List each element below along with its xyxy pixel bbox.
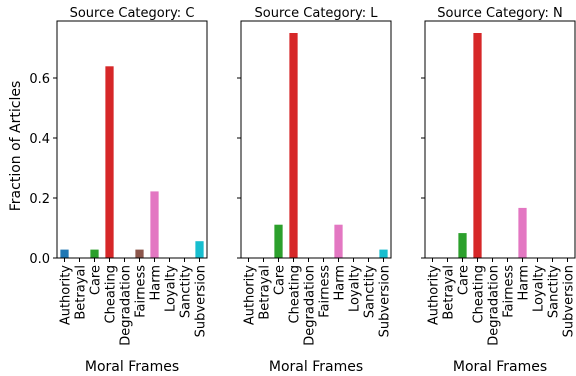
bar-cheating: [289, 33, 298, 258]
x-tick-label-subversion: Subversion: [562, 265, 576, 337]
bar-harm: [150, 191, 159, 258]
y-axis-label: Fraction of Articles: [8, 81, 24, 211]
plot-frame: [424, 20, 576, 259]
x-tick-label-loyalty: Loyalty: [532, 265, 547, 312]
bar-care: [458, 233, 467, 258]
bar-fairness: [135, 249, 144, 258]
y-tick-label: 0.4: [29, 132, 50, 147]
y-tick-label: 0.2: [29, 192, 50, 207]
x-tick-label-betrayal: Betrayal: [258, 265, 273, 320]
plot-frame: [56, 20, 208, 259]
x-tick-label-harm: Harm: [149, 265, 164, 301]
panel-1: Authority Betrayal Care Cheating Degradation…: [29, 6, 208, 375]
panel-3: Authority Betrayal Care Cheating Degradation…: [421, 6, 576, 375]
x-tick-label-betrayal: Betrayal: [442, 265, 457, 320]
panel-title: Source Category: N: [437, 6, 562, 21]
x-tick-label-sanctity: Sanctity: [547, 265, 562, 318]
x-tick-label-fairness: Fairness: [134, 265, 149, 318]
x-tick-label-cheating: Cheating: [104, 265, 119, 323]
x-tick-label-betrayal: Betrayal: [74, 265, 89, 320]
x-tick-label-degradation: Degradation: [487, 265, 502, 346]
x-tick-label-subversion: Subversion: [194, 265, 209, 337]
x-tick-label-sanctity: Sanctity: [363, 265, 378, 318]
x-tick-label-care: Care: [457, 265, 472, 295]
x-tick-label-cheating: Cheating: [288, 265, 303, 323]
bar-authority: [60, 249, 69, 258]
x-axis-label: Moral Frames: [85, 359, 179, 375]
x-tick-label-degradation: Degradation: [119, 265, 134, 346]
x-tick-label-fairness: Fairness: [502, 265, 517, 318]
bar-harm: [334, 224, 343, 258]
panel-title: Source Category: L: [255, 6, 379, 21]
x-tick-label-subversion: Subversion: [378, 265, 393, 337]
x-tick-label-authority: Authority: [427, 265, 442, 325]
x-tick-label-care: Care: [273, 265, 288, 295]
x-axis-label: Moral Frames: [453, 359, 547, 375]
bar-care: [90, 249, 99, 258]
x-tick-label-loyalty: Loyalty: [164, 265, 179, 312]
x-tick-label-harm: Harm: [517, 265, 532, 301]
panel-2: Authority Betrayal Care Cheating Degradation…: [237, 6, 393, 375]
bar-harm: [518, 207, 527, 258]
x-tick-label-loyalty: Loyalty: [348, 265, 363, 312]
bar-cheating: [473, 33, 482, 258]
panel-title: Source Category: C: [70, 6, 195, 21]
x-tick-label-sanctity: Sanctity: [179, 265, 194, 318]
bar-cheating: [105, 66, 114, 258]
x-tick-label-authority: Authority: [59, 265, 74, 325]
x-tick-label-cheating: Cheating: [472, 265, 487, 323]
x-tick-label-fairness: Fairness: [318, 265, 333, 318]
chart-panels: Authority Betrayal Care Cheating Degradation…: [29, 6, 576, 375]
bar-subversion: [379, 249, 388, 258]
plot-frame: [240, 20, 392, 259]
y-tick-label: 0.6: [29, 72, 50, 87]
x-tick-label-degradation: Degradation: [303, 265, 318, 346]
bar-care: [274, 224, 283, 258]
x-tick-label-authority: Authority: [243, 265, 258, 325]
x-axis-label: Moral Frames: [269, 359, 363, 375]
x-tick-label-care: Care: [89, 265, 104, 295]
x-tick-label-harm: Harm: [333, 265, 348, 301]
bar-subversion: [195, 241, 204, 258]
y-tick-label: 0.0: [29, 252, 50, 267]
